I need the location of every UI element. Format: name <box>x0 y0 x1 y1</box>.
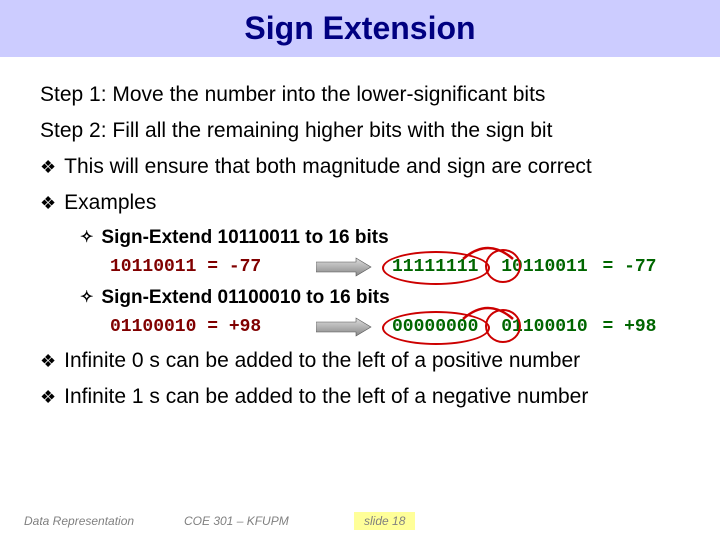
diamond-bullet-icon: ❖ <box>40 385 56 409</box>
diamond-bullet-icon: ❖ <box>40 155 56 179</box>
example-1-row: 10110011 = -77 11111111 10110011 = -77 <box>110 257 680 277</box>
bullet-examples: ❖ Examples <box>40 191 680 215</box>
arrow-icon <box>314 257 374 277</box>
footer-topic: Data Representation <box>24 514 184 528</box>
bullet-text: This will ensure that both magnitude and… <box>64 155 592 179</box>
arrow-icon <box>314 317 374 337</box>
original-bits: 10110011 <box>497 257 591 277</box>
step-2: Step 2: Fill all the remaining higher bi… <box>40 119 680 143</box>
bullet-text: Examples <box>64 191 156 215</box>
example-2-left: 01100010 = +98 <box>110 317 300 337</box>
slide-title: Sign Extension <box>0 10 720 47</box>
diamond-bullet-icon: ❖ <box>40 349 56 373</box>
slide-content: Step 1: Move the number into the lower-s… <box>0 57 720 409</box>
title-bar: Sign Extension <box>0 0 720 57</box>
sub-bullet-icon: ✧ <box>80 287 93 309</box>
example-2-heading: ✧ Sign-Extend 01100010 to 16 bits <box>80 287 680 309</box>
footer-slide-number: slide 18 <box>354 512 415 530</box>
example-2-row: 01100010 = +98 00000000 01100010 = +98 <box>110 317 680 337</box>
example-2-right: 00000000 01100010 = +98 <box>388 317 656 337</box>
diamond-bullet-icon: ❖ <box>40 191 56 215</box>
original-bits: 01100010 <box>497 317 591 337</box>
bullet-text: Infinite 0 s can be added to the left of… <box>64 349 580 373</box>
footer-course: COE 301 – KFUPM <box>184 514 344 528</box>
bullet-positive: ❖ Infinite 0 s can be added to the left … <box>40 349 680 373</box>
example-value: = -77 <box>602 257 656 277</box>
bullet-text: Infinite 1 s can be added to the left of… <box>64 385 588 409</box>
example-heading-text: Sign-Extend 10110011 to 16 bits <box>101 227 388 249</box>
sub-bullet-icon: ✧ <box>80 227 93 249</box>
example-1-right: 11111111 10110011 = -77 <box>388 257 656 277</box>
example-1-left: 10110011 = -77 <box>110 257 300 277</box>
slide-footer: Data Representation COE 301 – KFUPM slid… <box>0 512 720 530</box>
step-1: Step 1: Move the number into the lower-s… <box>40 83 680 107</box>
bullet-ensure: ❖ This will ensure that both magnitude a… <box>40 155 680 179</box>
example-1-heading: ✧ Sign-Extend 10110011 to 16 bits <box>80 227 680 249</box>
bullet-negative: ❖ Infinite 1 s can be added to the left … <box>40 385 680 409</box>
extension-bits: 00000000 <box>388 317 482 337</box>
extension-bits: 11111111 <box>388 257 482 277</box>
example-value: = +98 <box>602 317 656 337</box>
example-heading-text: Sign-Extend 01100010 to 16 bits <box>101 287 389 309</box>
